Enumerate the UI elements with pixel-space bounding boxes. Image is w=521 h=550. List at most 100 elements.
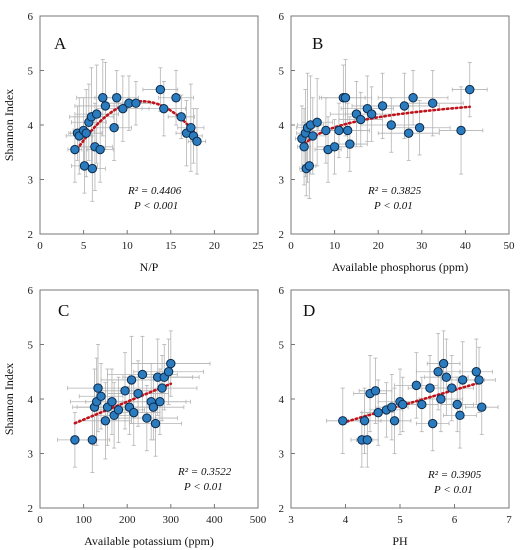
panel-c-data-point [87,435,98,445]
panel-d-data-point [373,407,383,418]
panel-a-data-point [79,161,90,171]
panel-c-trend-line [73,382,173,425]
panel-b-data-point [312,117,322,127]
panel-b-data-point [366,109,377,119]
panel-c-ytick-label: 4 [28,394,34,406]
panel-b-ytick-label: 2 [279,229,285,241]
panel-a-xtick-label: 0 [37,240,43,252]
panel-b: Available phosphorus (ppm) [290,15,510,274]
panel-a-ytick-label: 3 [28,175,34,187]
panel-d-data-point [362,435,372,445]
panel-a-xtick-label: 5 [81,240,87,252]
panel-d-data-point [455,410,465,421]
panel-a-data-point [70,144,80,155]
panel-c-letter: C [58,301,69,320]
panel-b-xtick-label: 0 [288,240,294,252]
panel-c-xtick-label: 400 [206,514,223,526]
panel-a-ytick-label: 5 [28,66,34,78]
panel-d-r2: R² = 0.3905 [427,469,482,481]
panel-c-data-point [70,435,80,445]
panel-b-marks: 0 10 20 30 40 50 2 3 4 5 6 [279,11,516,252]
panel-d-xtick-label: 3 [288,514,294,526]
panel-c-xtick-label: 300 [163,514,180,526]
panel-d-data-point [338,416,348,426]
panel-c-xtick-label: 0 [37,514,43,526]
panel-c-ylabel: Shannon Index [2,363,16,435]
panel-d-data-point [477,402,487,412]
panel-a-data-point [192,136,202,147]
panel-d-trend-line [341,380,484,425]
panel-c-ytick-label: 6 [28,285,34,297]
panel-b-data-point [428,98,438,108]
panel-b-p: P < 0.01 [373,200,413,212]
panel-d-ytick-label: 6 [279,285,285,297]
panel-a-data-point [98,93,108,103]
panel-b-xtick-label: 10 [329,240,341,252]
panel-c-ytick-label: 3 [28,449,34,461]
panel-c-data-point [113,405,124,415]
panel-a-ylabel: Shannon Index [2,89,16,161]
panel-d-data-point [387,402,397,412]
panel-a-p: P < 0.001 [133,200,178,212]
panel-c-data-point [126,375,137,385]
panel-c-p: P < 0.01 [183,481,223,493]
panel-b-data-point [340,93,351,103]
panel-b-xtick-label: 30 [416,240,428,252]
panel-b-xtick-label: 50 [504,240,516,252]
panel-c-data-point [129,407,139,418]
panel-c-ytick-label: 5 [28,340,34,352]
panel-d-data-point [452,399,462,410]
panel-d-p: P < 0.01 [433,484,473,496]
panel-b-ytick-label: 3 [279,175,285,187]
panel-d-data-point [425,383,435,393]
panel-d-ytick-label: 2 [279,503,285,515]
panel-b-data-point [334,125,344,136]
panel-a-xtick-label: 15 [165,240,177,252]
panel-d-ytick-label: 5 [279,340,285,352]
panel-d-data-point [438,358,449,369]
panel-a-r2: R² = 0.4406 [127,185,182,197]
panel-d-data-point [417,399,427,410]
panel-a-data-point [118,103,128,114]
panel-c-data-point [100,416,111,426]
panel-a: N/P Shannon Index [2,15,259,274]
panel-a-data-point [159,103,169,114]
panel-b-data-point [299,142,309,152]
panel-b-data-point [414,123,425,133]
panel-b-data-point [377,101,388,111]
panel-b-data-point [399,101,410,111]
panel-c-data-point [137,369,148,380]
panel-a-ytick-label: 4 [28,120,34,132]
panel-b-r2: R² = 0.3825 [367,185,422,197]
panel-a-letter: A [54,34,67,53]
panel-d-data-point [370,386,381,396]
panel-c-xtick-label: 100 [75,514,92,526]
panel-b-data-point [321,125,331,136]
panel-c-marks: 0 100 200 300 400 500 2 3 4 5 6 [28,285,267,526]
panel-c-data-point [107,397,117,407]
panel-a-data-point [112,93,122,103]
panel-c-data-point [163,367,174,377]
panel-d-data-point [398,399,408,410]
panel-c-data-point [133,388,143,399]
panel-d-ytick-label: 3 [279,449,285,461]
panel-b-data-point [329,142,340,152]
panel-c-xtick-label: 200 [119,514,136,526]
panel-d-data-point [471,367,481,377]
panel-b-ytick-label: 6 [279,11,285,23]
panel-d-data-point [447,383,457,393]
panel-a-data-point [87,163,98,174]
panel-d-data-point [457,375,468,385]
panel-c-data-point [142,413,152,423]
panel-c-data-point [120,386,130,396]
panel-c-data-point [155,397,165,407]
panel-c: Available potassium (ppm) Shannon Index [2,289,259,548]
panel-b-ytick-label: 5 [279,66,285,78]
panel-a-data-point [81,128,91,138]
panel-b-data-point [465,84,475,95]
panel-b-xtick-label: 20 [373,240,385,252]
panel-a-xtick-label: 20 [209,240,221,252]
panel-d-data-point [428,418,438,429]
panel-a-data-point [176,112,186,122]
